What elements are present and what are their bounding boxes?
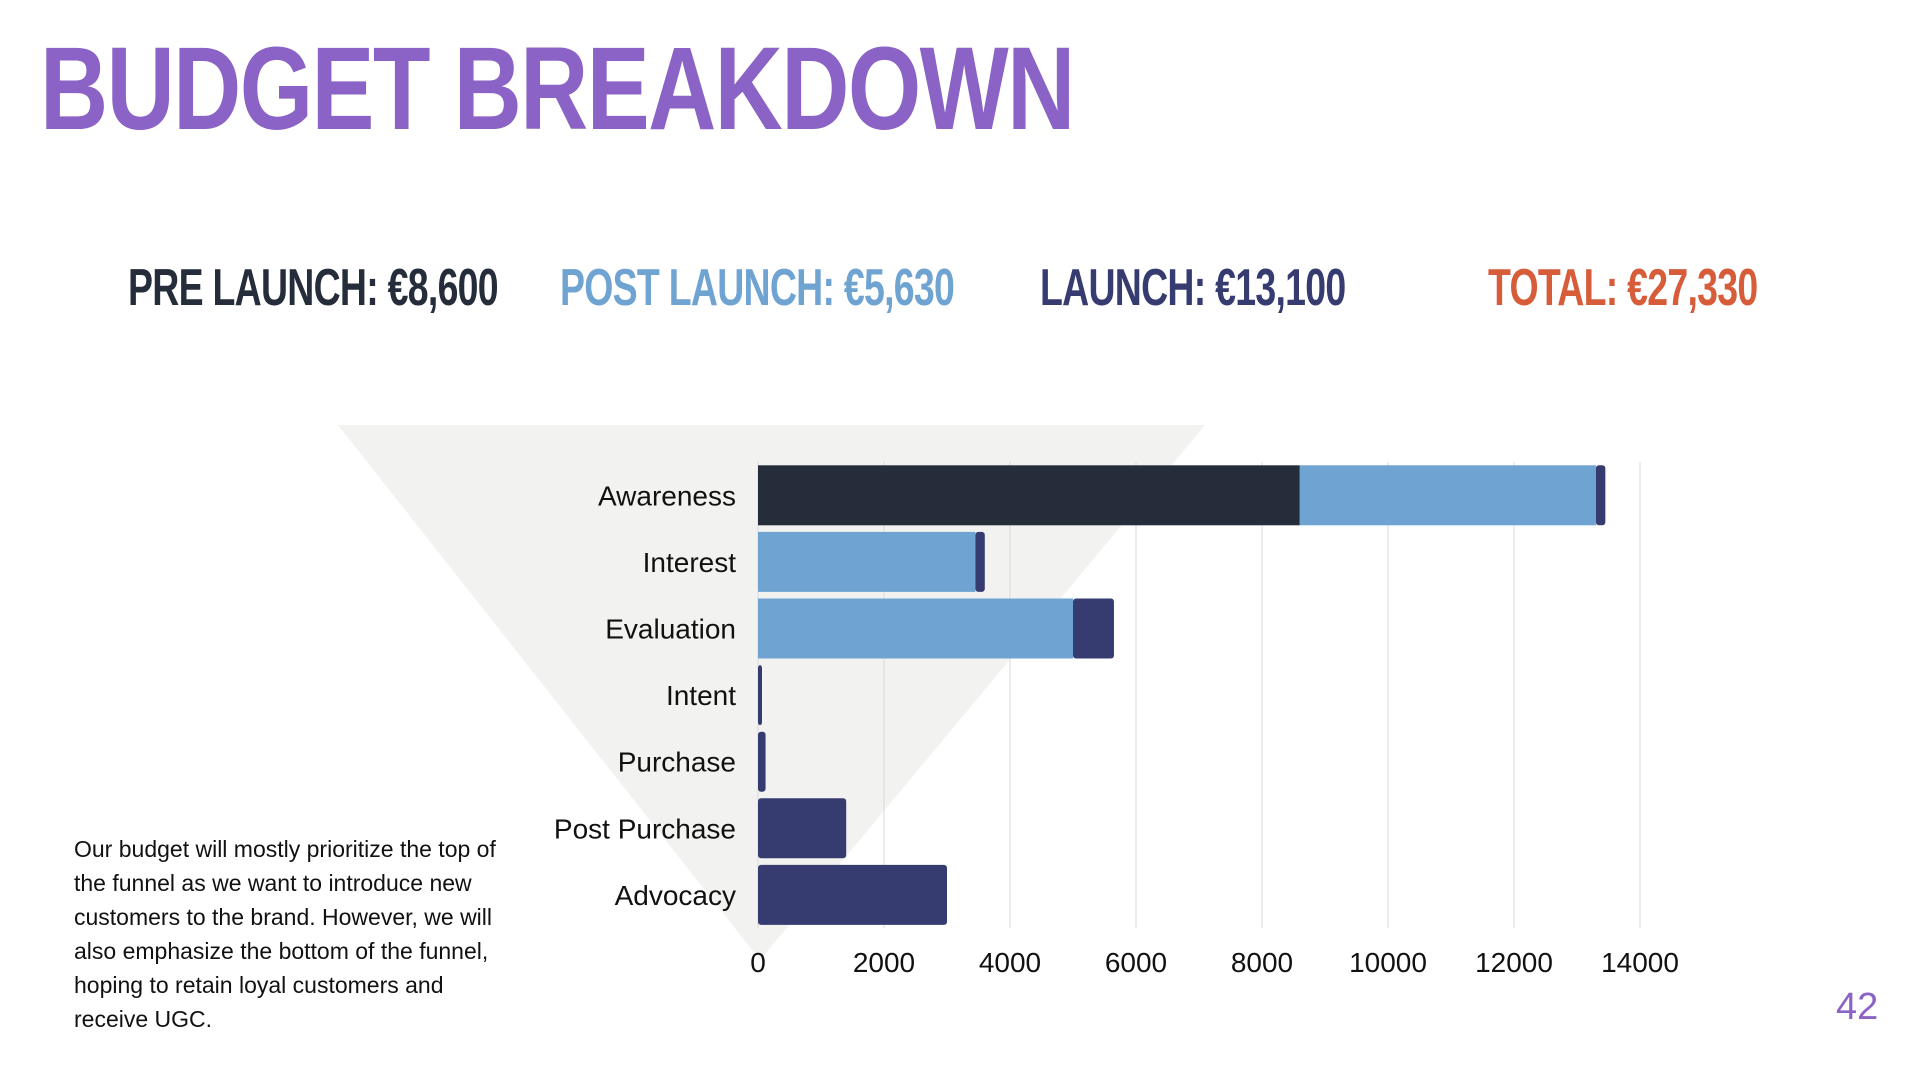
bar-segment — [758, 531, 976, 592]
bar-segment — [1299, 465, 1596, 526]
launch-label: LAUNCH: — [1040, 259, 1216, 317]
x-tick-label: 6000 — [1105, 947, 1167, 978]
bar-segment — [758, 598, 1073, 659]
post-launch-total: POST LAUNCH: €5,630 — [560, 259, 955, 317]
category-label: Awareness — [598, 480, 736, 511]
category-label: Intent — [666, 680, 736, 711]
pre-launch-label: PRE LAUNCH: — [128, 259, 388, 317]
budget-note: Our budget will mostly prioritize the to… — [74, 836, 496, 1032]
page-title: BUDGET BREAKDOWN — [40, 23, 1075, 155]
category-label: Advocacy — [615, 880, 736, 911]
x-tick-label: 8000 — [1231, 947, 1293, 978]
bar-segment — [758, 864, 947, 925]
bar-segment — [1595, 465, 1606, 526]
x-tick-label: 10000 — [1349, 947, 1427, 978]
pre-launch-value: €8,600 — [387, 259, 499, 317]
category-label: Purchase — [618, 747, 736, 778]
category-label: Post Purchase — [554, 813, 736, 844]
category-label: Interest — [643, 547, 737, 578]
x-tick-label: 0 — [750, 947, 766, 978]
total-value: €27,330 — [1627, 259, 1758, 317]
launch-total: LAUNCH: €13,100 — [1040, 259, 1346, 317]
post-launch-value: €5,630 — [843, 259, 955, 317]
x-tick-label: 4000 — [979, 947, 1041, 978]
x-tick-label: 14000 — [1601, 947, 1679, 978]
total-label: TOTAL: — [1488, 259, 1628, 317]
category-label: Evaluation — [605, 614, 736, 645]
bar-segment — [975, 531, 985, 592]
page-number: 42 — [1836, 986, 1879, 1028]
bar-segment — [758, 665, 762, 726]
x-tick-label: 2000 — [853, 947, 915, 978]
x-tick-label: 12000 — [1475, 947, 1553, 978]
post-launch-label: POST LAUNCH: — [560, 259, 844, 317]
pre-launch-total: PRE LAUNCH: €8,600 — [128, 259, 499, 317]
funnel-background — [338, 425, 1205, 960]
bar-segment — [758, 731, 766, 792]
bar-segment — [1073, 598, 1114, 659]
launch-value: €13,100 — [1215, 259, 1346, 317]
grand-total: TOTAL: €27,330 — [1488, 259, 1758, 317]
bar-segment — [758, 465, 1300, 526]
bar-segment — [758, 798, 847, 859]
